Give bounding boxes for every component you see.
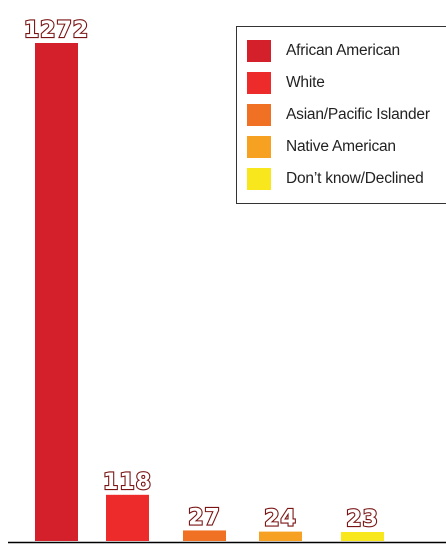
value-label-white: 118 [103,470,152,495]
legend-swatch-asian-pacific-islander [247,104,271,126]
legend-item-african-american: African American [247,39,400,63]
legend-label-white: White [286,74,325,91]
bar-white [106,494,149,541]
legend: African American White Asian/Pacific Isl… [236,26,446,204]
value-label-african-american: 1272 [24,18,89,43]
value-label-don-t-know-declined: 23 [346,507,379,532]
legend-label-dont-know-declined: Don’t know/Declined [286,170,424,187]
legend-item-native-american: Native American [247,135,396,159]
legend-item-dont-know-declined: Don’t know/Declined [247,167,424,191]
legend-item-asian-pacific-islander: Asian/Pacific Islander [247,103,430,127]
legend-swatch-white [247,72,271,94]
legend-swatch-african-american [247,40,271,62]
bar-native-american [259,531,302,541]
legend-swatch-dont-know-declined [247,168,271,190]
legend-label-native-american: Native American [286,138,396,155]
value-label-asian-pacific-islander: 27 [188,505,221,530]
value-label-native-american: 24 [264,507,297,532]
legend-item-white: White [247,71,325,95]
legend-swatch-native-american [247,136,271,158]
legend-label-asian-pacific-islander: Asian/Pacific Islander [286,106,430,123]
bar-african-american [35,43,78,541]
bar-asian-pacific-islander [183,530,226,541]
legend-label-african-american: African American [286,42,400,59]
bar-don-t-know-declined [341,531,384,541]
